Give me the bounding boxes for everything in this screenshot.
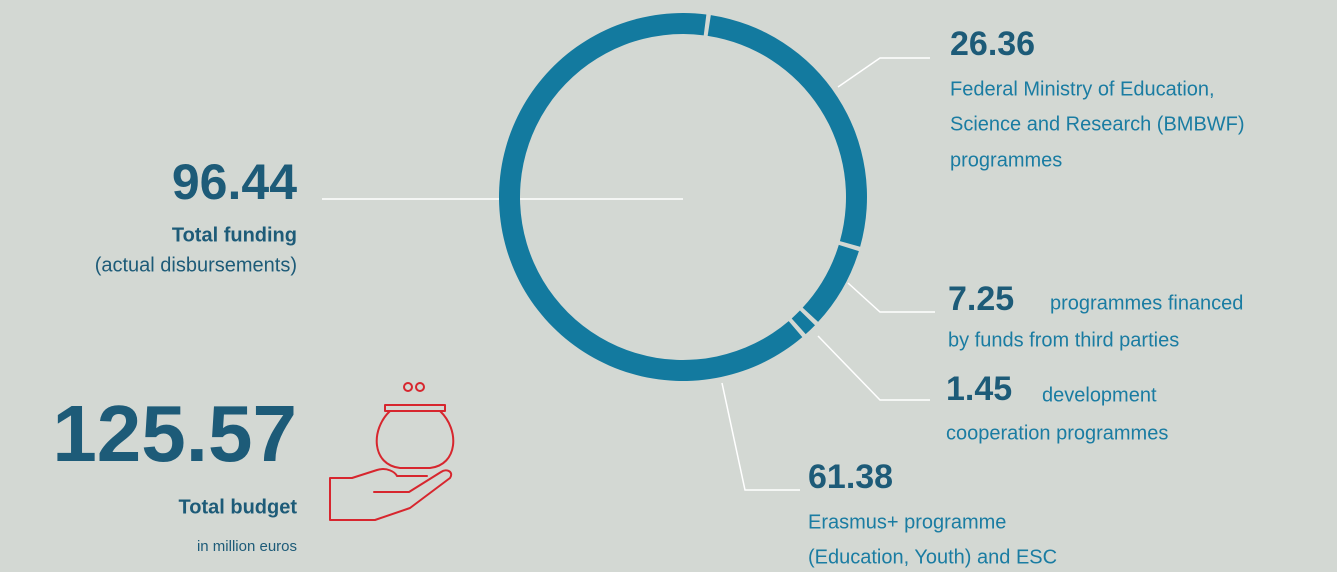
donut-segment xyxy=(707,15,868,247)
leader-line xyxy=(847,282,935,313)
total-budget-label: Total budget xyxy=(179,496,298,518)
donut-segment xyxy=(791,310,815,335)
segment-label: development xyxy=(1042,384,1157,406)
segment-label: programmes xyxy=(950,149,1062,171)
total-funding-label: Total funding xyxy=(172,224,297,246)
donut-segment xyxy=(802,244,859,322)
segment-value: 61.38 xyxy=(808,458,893,496)
total-funding-value: 96.44 xyxy=(172,154,297,210)
total-budget-value: 125.57 xyxy=(52,389,297,478)
segment-value: 7.25 xyxy=(948,280,1014,318)
unit-note: in million euros xyxy=(197,538,297,555)
segment-value: 1.45 xyxy=(946,370,1012,408)
purse-hand-icon xyxy=(329,382,455,521)
segment-label: Erasmus+ programme xyxy=(808,511,1006,533)
segment-value: 26.36 xyxy=(950,25,1035,63)
segment-label: Federal Ministry of Education, xyxy=(950,78,1215,100)
leader-line xyxy=(721,382,800,491)
segment-label: programmes financed xyxy=(1050,292,1243,314)
segment-label: Science and Research (BMBWF) xyxy=(950,113,1245,135)
segment-label: (Education, Youth) and ESC xyxy=(808,546,1057,568)
segment-label: cooperation programmes xyxy=(946,422,1168,444)
total-funding-note: (actual disbursements) xyxy=(95,254,297,276)
donut-segment xyxy=(499,13,803,381)
leader-line xyxy=(837,57,930,88)
leader-line xyxy=(817,335,930,401)
segment-label: by funds from third parties xyxy=(948,329,1179,351)
